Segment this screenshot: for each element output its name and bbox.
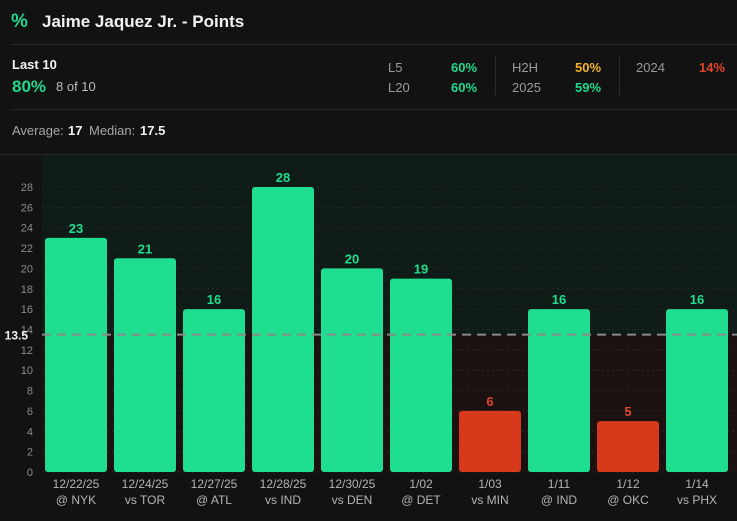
threshold-label: 13.5 [5,329,29,343]
data-label: 16 [207,292,221,307]
bar [252,187,314,472]
y-tick-label: 22 [21,243,33,255]
x-tick-opponent: @ IND [541,493,578,507]
bar [321,268,383,472]
x-tick-date: 12/27/25 [191,477,238,491]
bar [528,309,590,472]
y-tick-label: 6 [27,406,33,418]
y-tick-label: 24 [21,223,33,235]
x-tick-opponent: @ DET [401,493,441,507]
data-label: 16 [552,292,566,307]
y-tick-label: 8 [27,386,33,398]
data-label: 5 [624,404,631,419]
y-tick-label: 14 [21,325,33,337]
stat-2025-value: 59% [575,80,602,95]
stat-l20-value: 60% [451,80,478,95]
x-tick-opponent: vs IND [265,493,301,507]
last10-percentage: 80% [12,77,47,96]
median-value: 17.5 [140,123,166,138]
data-label: 19 [414,262,428,277]
median-label: Median: [89,123,136,138]
data-label: 20 [345,251,359,266]
bar [597,421,659,472]
bar [114,258,176,472]
x-tick-opponent: vs MIN [471,493,508,507]
stats-separator [495,55,496,95]
last10-count: 8 of 10 [56,79,96,94]
chart-divider [0,154,737,155]
data-label: 28 [276,170,290,185]
header-divider [10,44,737,45]
y-tick-label: 26 [21,202,33,214]
stat-l20-label: L20 [388,80,410,95]
stats-separator [619,55,620,95]
bar [183,309,245,472]
bar [459,410,521,472]
x-tick-date: 12/24/25 [122,477,169,491]
y-tick-label: 0 [27,467,33,479]
y-tick-label: 20 [21,263,33,275]
y-tick-label: 18 [21,284,33,296]
stat-2024-value: 14% [699,60,726,75]
y-tick-label: 2 [27,447,33,459]
stat-l5-value: 60% [451,60,478,75]
y-tick-label: 16 [21,304,33,316]
data-label: 23 [69,221,83,236]
data-label: 16 [690,292,704,307]
x-tick-date: 1/11 [548,477,571,491]
y-tick-label: 4 [27,426,33,438]
x-tick-date: 1/03 [478,477,502,491]
x-tick-opponent: @ OKC [607,493,649,507]
data-label: 21 [138,241,152,256]
header: % Jaime Jaquez Jr. - Points [0,0,737,44]
x-tick-date: 12/30/25 [329,477,376,491]
bar [45,237,107,472]
data-label: 6 [486,394,493,409]
average-value: 17 [68,123,83,138]
stat-h2h-value: 50% [575,60,602,75]
y-tick-label: 12 [21,345,33,357]
x-tick-opponent: vs PHX [677,493,717,507]
x-tick-date: 12/22/25 [53,477,100,491]
stat-l5-label: L5 [388,60,403,75]
x-tick-date: 1/02 [409,477,433,491]
bar [666,309,728,472]
y-tick-label: 10 [21,365,33,377]
x-tick-opponent: vs DEN [332,493,373,507]
x-tick-date: 12/28/25 [260,477,307,491]
x-tick-date: 1/12 [616,477,640,491]
bar [390,278,452,472]
x-tick-date: 1/14 [685,477,709,491]
x-tick-opponent: @ NYK [56,493,96,507]
stat-2024-label: 2024 [636,60,665,75]
page-title: Jaime Jaquez Jr. - Points [42,12,245,31]
x-tick-opponent: @ ATL [196,493,232,507]
average-label: Average: [12,123,64,138]
summary-divider [10,109,737,110]
percent-icon: % [11,11,28,32]
x-tick-opponent: vs TOR [125,493,166,507]
stat-h2h-label: H2H [512,60,539,75]
y-tick-label: 28 [21,182,33,194]
last10-label: Last 10 [12,57,57,72]
stat-2025-label: 2025 [512,80,541,95]
